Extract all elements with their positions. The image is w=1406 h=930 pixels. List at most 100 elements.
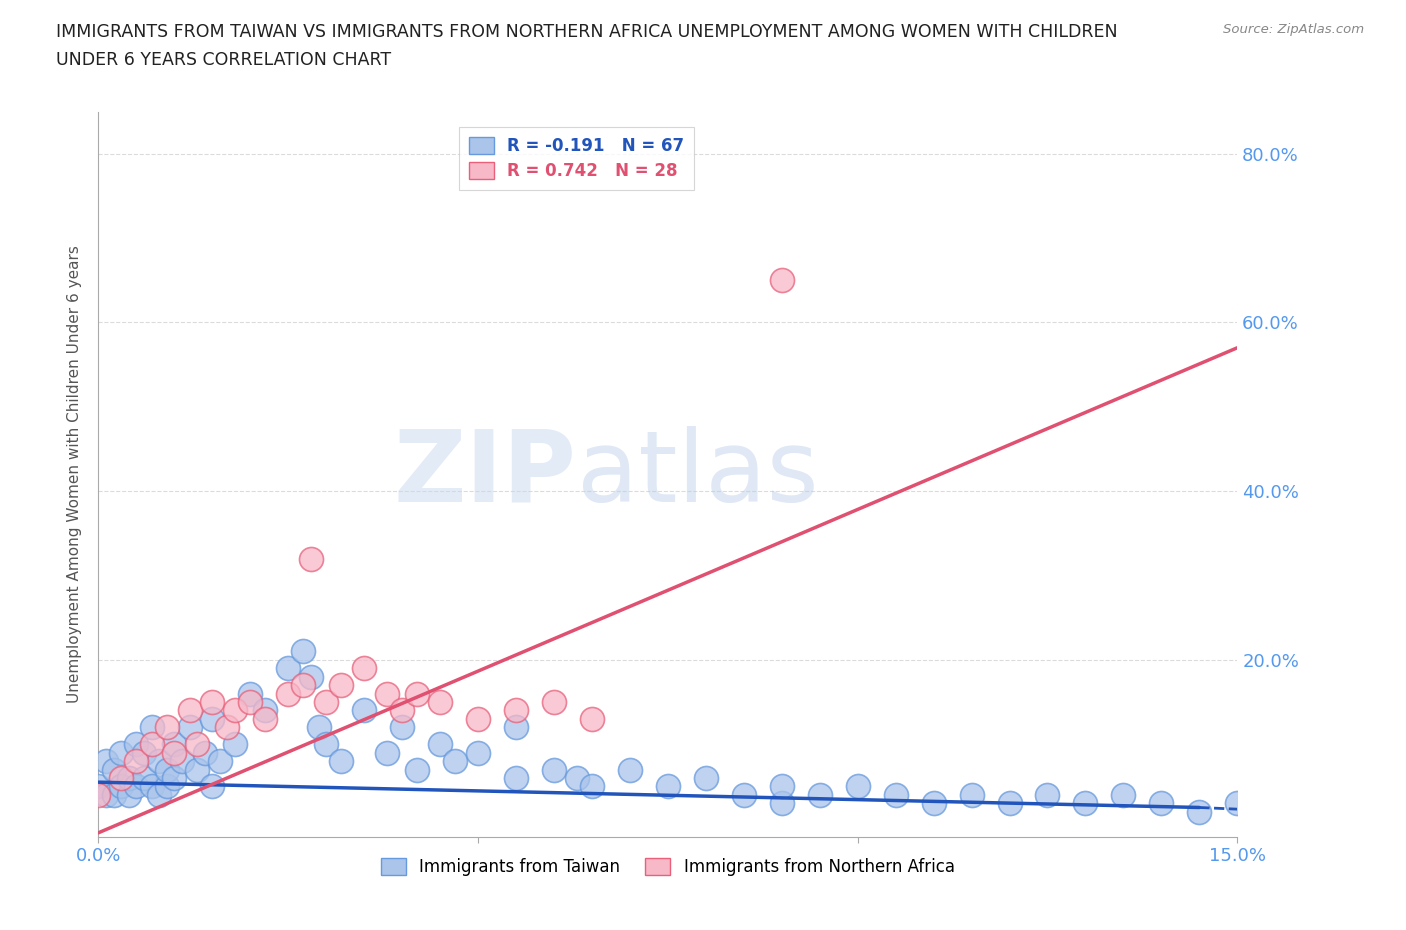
Point [132,745,155,760]
Text: Source: ZipAtlas.com: Source: ZipAtlas.com [1223,23,1364,36]
Point [103,788,125,803]
Text: ZIP: ZIP [394,426,576,523]
Point [444,753,467,768]
Point [391,703,413,718]
Point [163,771,186,786]
Point [110,745,132,760]
Point [179,720,201,735]
Point [1188,804,1211,819]
Point [239,695,262,710]
Point [808,788,831,803]
Point [299,551,322,566]
Point [299,670,322,684]
Point [170,753,193,768]
Point [1150,796,1173,811]
Point [429,737,451,751]
Point [125,737,148,751]
Point [118,771,141,786]
Point [110,779,132,794]
Point [770,272,793,287]
Point [406,686,429,701]
Point [960,788,983,803]
Point [543,762,565,777]
Point [619,762,641,777]
Point [467,711,489,726]
Point [505,771,527,786]
Text: IMMIGRANTS FROM TAIWAN VS IMMIGRANTS FROM NORTHERN AFRICA UNEMPLOYMENT AMONG WOM: IMMIGRANTS FROM TAIWAN VS IMMIGRANTS FRO… [56,23,1118,41]
Point [254,703,277,718]
Point [156,762,179,777]
Point [118,788,141,803]
Point [277,686,299,701]
Point [194,745,217,760]
Point [103,762,125,777]
Point [217,720,239,735]
Point [505,720,527,735]
Point [581,711,603,726]
Point [1226,796,1249,811]
Point [695,771,717,786]
Point [733,788,755,803]
Point [179,703,201,718]
Point [429,695,451,710]
Point [922,796,945,811]
Point [163,737,186,751]
Point [87,779,110,794]
Text: UNDER 6 YEARS CORRELATION CHART: UNDER 6 YEARS CORRELATION CHART [56,51,391,69]
Point [224,703,246,718]
Point [292,644,315,658]
Point [998,796,1021,811]
Point [315,695,337,710]
Point [277,661,299,676]
Text: atlas: atlas [576,426,818,523]
Point [565,771,588,786]
Point [132,771,155,786]
Point [770,779,793,794]
Point [94,788,117,803]
Point [148,788,170,803]
Point [1074,796,1097,811]
Point [254,711,277,726]
Point [141,720,163,735]
Point [770,796,793,811]
Point [224,737,246,751]
Point [330,678,353,693]
Point [657,779,679,794]
Point [156,720,179,735]
Point [467,745,489,760]
Point [292,678,315,693]
Legend: Immigrants from Taiwan, Immigrants from Northern Africa: Immigrants from Taiwan, Immigrants from … [374,852,962,883]
Point [505,703,527,718]
Point [315,737,337,751]
Point [846,779,869,794]
Point [208,753,231,768]
Point [94,753,117,768]
Point [308,720,330,735]
Point [239,686,262,701]
Point [141,737,163,751]
Point [391,720,413,735]
Point [110,771,132,786]
Point [156,779,179,794]
Point [1112,788,1135,803]
Point [581,779,603,794]
Point [353,661,375,676]
Point [406,762,429,777]
Point [148,753,170,768]
Point [201,779,224,794]
Point [330,753,353,768]
Point [125,753,148,768]
Point [375,686,398,701]
Point [543,695,565,710]
Point [201,695,224,710]
Point [141,779,163,794]
Point [186,737,208,751]
Point [201,711,224,726]
Point [884,788,907,803]
Y-axis label: Unemployment Among Women with Children Under 6 years: Unemployment Among Women with Children U… [67,246,83,703]
Point [1036,788,1059,803]
Point [125,779,148,794]
Point [186,762,208,777]
Point [87,788,110,803]
Point [375,745,398,760]
